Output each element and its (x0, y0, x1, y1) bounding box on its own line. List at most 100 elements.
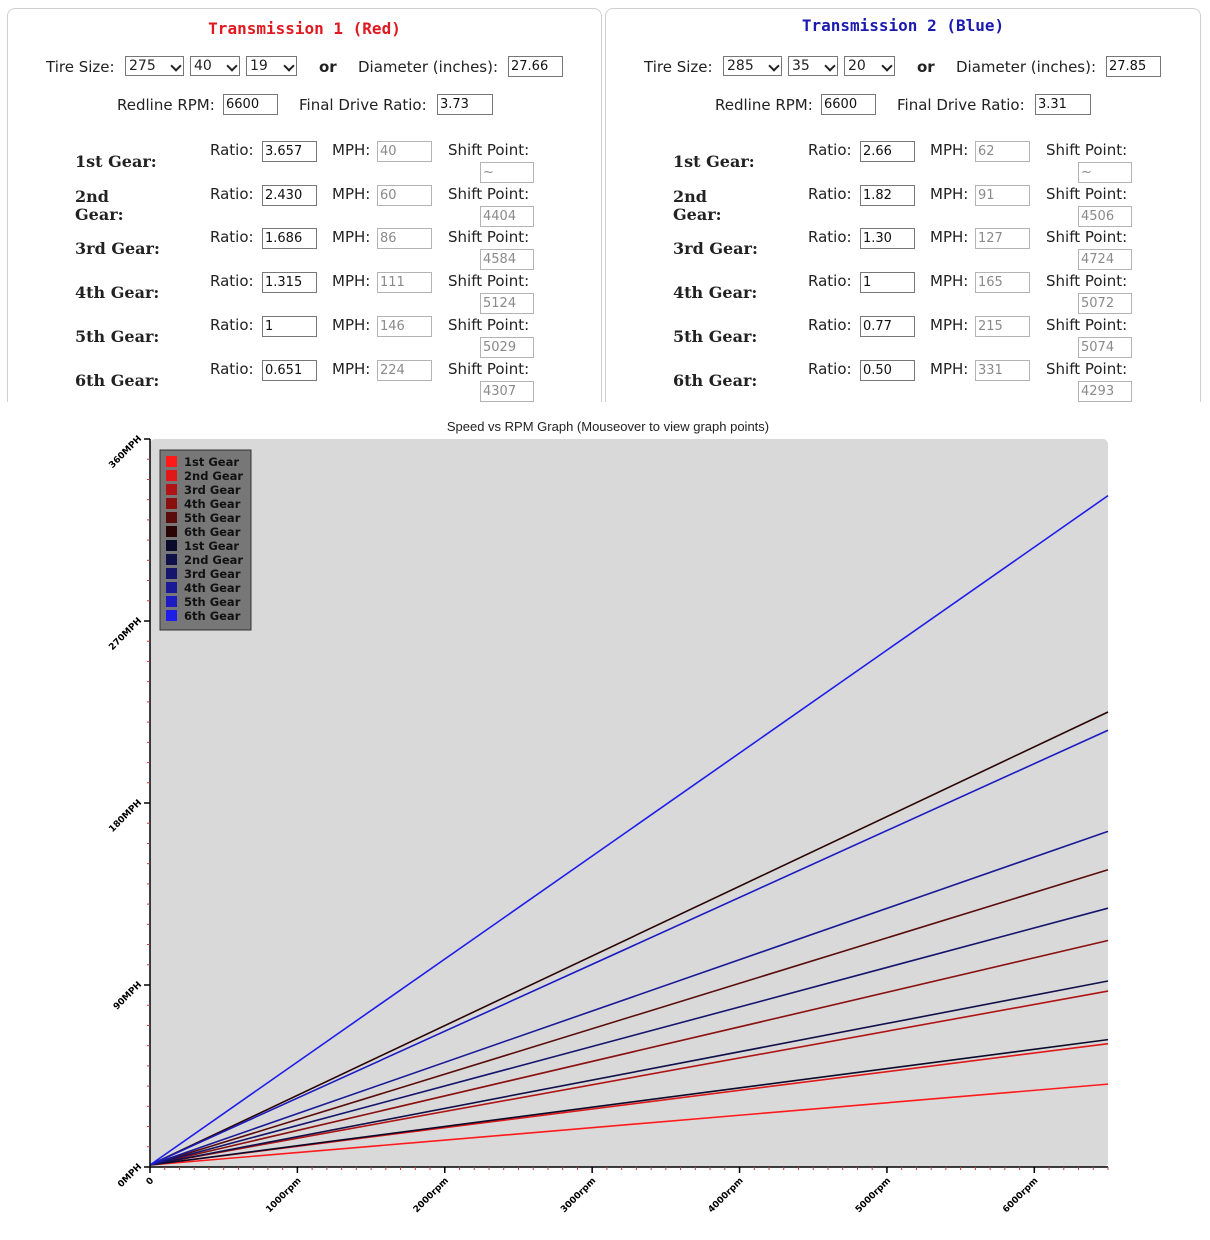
series-line[interactable] (149, 830, 1109, 1166)
tire-size-label: Tire Size: (46, 58, 115, 76)
mph-label: MPH: (930, 360, 969, 378)
y-tick-label: 360MPH (107, 434, 144, 471)
mph-label: MPH: (332, 228, 371, 246)
gear-name: 6th Gear: (673, 371, 758, 390)
legend-swatch (166, 568, 177, 579)
ratio-input[interactable]: 0.651 (262, 360, 317, 381)
ratio-input[interactable]: 1.30 (860, 228, 915, 249)
shift-point-output: 4404 (480, 206, 534, 227)
ratio-label: Ratio: (210, 141, 254, 159)
mph-label: MPH: (332, 360, 371, 378)
redline-label: Redline RPM: (117, 96, 215, 114)
speed-rpm-chart[interactable]: Speed vs RPM Graph (Mouseover to view gr… (0, 405, 1210, 1240)
x-tick-label: 6000rpm (1001, 1176, 1040, 1215)
legend-swatch (166, 498, 177, 509)
shift-point-label: Shift Point: (1046, 141, 1128, 159)
series-line[interactable] (149, 868, 1109, 1166)
tire-aspect-value: 35 (792, 58, 810, 74)
redline-input[interactable]: 6600 (821, 94, 876, 115)
legend-swatch (166, 596, 177, 607)
final-drive-label: Final Drive Ratio: (299, 96, 427, 114)
ratio-input[interactable]: 0.50 (860, 360, 915, 381)
mph-output: 40 (377, 141, 432, 162)
tire-aspect-select[interactable]: 35 (788, 56, 838, 76)
legend-label: 2nd Gear (184, 553, 243, 567)
series-line[interactable] (149, 711, 1109, 1166)
legend-swatch (166, 582, 177, 593)
ratio-input[interactable]: 1 (262, 316, 317, 337)
series-line[interactable] (149, 939, 1109, 1166)
or-label: or (319, 58, 337, 76)
x-tick-label: 2000rpm (412, 1176, 451, 1215)
legend-swatch (166, 484, 177, 495)
tire-size-label: Tire Size: (644, 58, 713, 76)
ratio-input[interactable]: 0.77 (860, 316, 915, 337)
tire-rim-select[interactable]: 20 (844, 56, 895, 76)
ratio-input[interactable]: 3.657 (262, 141, 317, 162)
final-drive-input[interactable]: 3.31 (1035, 94, 1091, 115)
chevron-down-icon (824, 60, 836, 72)
transmission-2-panel: Transmission 2 (Blue) Tire Size: 285 35 … (605, 8, 1201, 402)
tire-width-select[interactable]: 275 (125, 56, 184, 76)
series-line[interactable] (149, 980, 1109, 1166)
diameter-label: Diameter (inches): (956, 58, 1097, 76)
shift-point-label: Shift Point: (1046, 228, 1128, 246)
series-layer (149, 494, 1109, 1166)
shift-point-label: Shift Point: (1046, 185, 1128, 203)
gear-name: 5th Gear: (75, 327, 160, 346)
redline-input[interactable]: 6600 (223, 94, 278, 115)
legend-swatch (166, 540, 177, 551)
shift-point-output: 4724 (1078, 249, 1132, 270)
mph-label: MPH: (332, 272, 371, 290)
y-tick-label: 0MPH (116, 1162, 144, 1190)
series-line[interactable] (149, 1083, 1109, 1166)
series-line[interactable] (149, 1038, 1109, 1166)
redline-label: Redline RPM: (715, 96, 813, 114)
final-drive-input[interactable]: 3.73 (437, 94, 493, 115)
gear-name: 3rd Gear: (75, 239, 160, 258)
ratio-input[interactable]: 1.686 (262, 228, 317, 249)
mph-output: 331 (975, 360, 1030, 381)
y-tick-label: 90MPH (112, 980, 144, 1012)
mph-label: MPH: (930, 185, 969, 203)
ratio-input[interactable]: 1 (860, 272, 915, 293)
ratio-label: Ratio: (210, 228, 254, 246)
mph-output: 165 (975, 272, 1030, 293)
legend-label: 4th Gear (184, 581, 241, 595)
y-tick-label: 270MPH (107, 616, 144, 653)
tire-rim-select[interactable]: 19 (246, 56, 297, 76)
shift-point-output: 4293 (1078, 381, 1132, 402)
series-line[interactable] (149, 729, 1109, 1166)
ratio-label: Ratio: (808, 316, 852, 334)
ratio-input[interactable]: 2.66 (860, 141, 915, 162)
gear-name: 6th Gear: (75, 371, 160, 390)
shift-point-output: ~ (480, 162, 534, 183)
series-line[interactable] (149, 990, 1109, 1166)
shift-point-label: Shift Point: (448, 185, 530, 203)
diameter-input[interactable]: 27.66 (508, 56, 563, 77)
final-drive-label: Final Drive Ratio: (897, 96, 1025, 114)
mph-label: MPH: (332, 316, 371, 334)
mph-output: 215 (975, 316, 1030, 337)
plot-area[interactable] (150, 439, 1108, 1167)
tire-width-select[interactable]: 285 (723, 56, 782, 76)
mph-output: 91 (975, 185, 1030, 206)
diameter-input[interactable]: 27.85 (1106, 56, 1161, 77)
y-tick-label: 180MPH (107, 798, 144, 835)
shift-point-label: Shift Point: (1046, 316, 1128, 334)
mph-label: MPH: (332, 141, 371, 159)
series-line[interactable] (149, 494, 1109, 1166)
series-line[interactable] (149, 907, 1109, 1166)
ratio-label: Ratio: (808, 272, 852, 290)
x-tick-label: 4000rpm (707, 1176, 746, 1215)
ratio-label: Ratio: (210, 272, 254, 290)
tire-aspect-select[interactable]: 40 (190, 56, 240, 76)
ratio-input[interactable]: 1.315 (262, 272, 317, 293)
ratio-label: Ratio: (210, 360, 254, 378)
ratio-input[interactable]: 2.430 (262, 185, 317, 206)
x-tick-label: 3000rpm (559, 1176, 598, 1215)
diameter-label: Diameter (inches): (358, 58, 499, 76)
shift-point-output: 5029 (480, 337, 534, 358)
ratio-input[interactable]: 1.82 (860, 185, 915, 206)
